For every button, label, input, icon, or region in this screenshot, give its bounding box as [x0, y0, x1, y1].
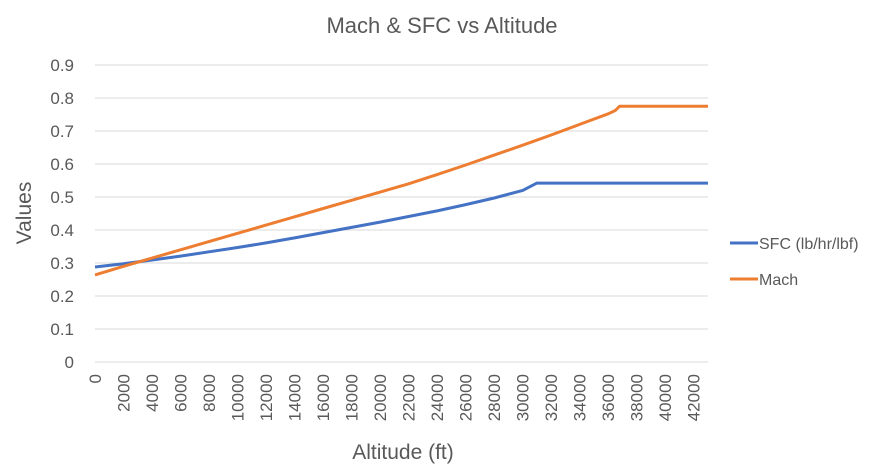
x-tick-label: 42000	[685, 374, 704, 421]
x-tick-label: 16000	[314, 374, 333, 421]
series-line-sfc	[94, 181, 708, 269]
y-tick-label: 0.9	[50, 56, 74, 75]
x-tick-label: 2000	[115, 374, 134, 412]
legend-label-sfc: SFC (lb/hr/lbf)	[759, 236, 859, 253]
y-axis-ticks: 0 0.1 0.2 0.3 0.4 0.5 0.6 0.7 0.8 0.9	[50, 56, 74, 372]
x-tick-label: 36000	[599, 374, 618, 421]
y-tick-label: 0.1	[50, 320, 74, 339]
y-tick-label: 0.2	[50, 287, 74, 306]
y-tick-label: 0	[65, 353, 74, 372]
x-tick-label: 20000	[371, 374, 390, 421]
x-tick-label: 22000	[400, 374, 419, 421]
x-tick-label: 28000	[485, 374, 504, 421]
x-tick-label: 10000	[229, 374, 248, 421]
chart-title: Mach & SFC vs Altitude	[326, 13, 557, 38]
x-tick-label: 6000	[172, 374, 191, 412]
y-tick-label: 0.8	[50, 89, 74, 108]
x-tick-label: 18000	[343, 374, 362, 421]
x-tick-label: 12000	[257, 374, 276, 421]
x-tick-label: 30000	[514, 374, 533, 421]
x-tick-label: 38000	[628, 374, 647, 421]
x-tick-label: 26000	[457, 374, 476, 421]
legend: SFC (lb/hr/lbf) Mach	[730, 236, 859, 289]
y-tick-label: 0.4	[50, 221, 74, 240]
legend-label-mach: Mach	[759, 272, 798, 289]
y-tick-label: 0.6	[50, 155, 74, 174]
x-axis-ticks: 0 2000 4000 6000 8000 10000 12000 14000 16000 180…	[86, 374, 704, 421]
x-tick-label: 34000	[571, 374, 590, 421]
x-tick-label: 4000	[143, 374, 162, 412]
series-lines	[94, 104, 708, 277]
y-tick-label: 0.5	[50, 188, 74, 207]
x-tick-label: 14000	[286, 374, 305, 421]
y-tick-label: 0.7	[50, 122, 74, 141]
x-tick-label: 24000	[428, 374, 447, 421]
series-line-mach	[94, 104, 708, 277]
x-tick-label: 40000	[656, 374, 675, 421]
x-axis-title: Altitude (ft)	[352, 441, 454, 464]
x-tick-label: 32000	[542, 374, 561, 421]
x-tick-label: 0	[86, 374, 105, 383]
y-tick-label: 0.3	[50, 254, 74, 273]
y-axis-title: Values	[13, 182, 36, 245]
x-tick-label: 8000	[200, 374, 219, 412]
gridlines	[95, 64, 708, 363]
